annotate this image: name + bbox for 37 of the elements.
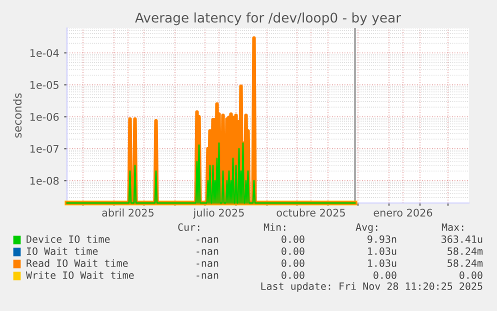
text: 0.00 xyxy=(282,247,304,255)
x-tick-label: abril 2025 xyxy=(102,208,154,217)
chart-title: Average latency for /dev/loop0 - by year xyxy=(135,12,402,26)
text: 1.03u xyxy=(368,247,396,255)
y-tick-label: 1e-05 xyxy=(30,81,58,89)
text: 1.03u xyxy=(368,259,396,267)
y-axis-title: seconds xyxy=(13,93,22,138)
text: Last update: Fri Nov 28 11:20:25 2025 xyxy=(261,282,482,292)
text: 0.00 xyxy=(374,271,396,279)
text: -nan xyxy=(196,261,218,267)
text: 0.00 xyxy=(282,235,304,243)
text: Cur: xyxy=(178,223,200,231)
text: -nan xyxy=(196,273,218,279)
y-tick-label: 1e-08 xyxy=(30,176,59,185)
text: 363.41u xyxy=(442,235,482,243)
y-tick-label: 1e-07 xyxy=(30,144,58,153)
text: 9.93n xyxy=(368,235,396,243)
text: -nan xyxy=(196,237,218,243)
text: 58.24m xyxy=(448,247,483,255)
line-series xyxy=(66,142,356,204)
legend-label: Write IO Wait time xyxy=(26,271,134,279)
x-tick-label: julio 2025 xyxy=(193,208,244,219)
y-tick-label: 1e-04 xyxy=(30,49,59,57)
text: Min: xyxy=(264,223,286,231)
text: -nan xyxy=(196,249,218,255)
text: 58.24m xyxy=(448,259,483,267)
text: Max: xyxy=(442,223,464,231)
text: Avg: xyxy=(356,223,378,233)
legend-label: IO Wait time xyxy=(26,247,98,255)
y-tick-label: 1e-06 xyxy=(30,112,59,121)
x-tick-label: octubre 2025 xyxy=(276,208,345,217)
text: 0.00 xyxy=(282,271,304,279)
text: 0.00 xyxy=(460,271,482,279)
legend-label: Read IO Wait time xyxy=(26,259,128,267)
x-tick-label: enero 2026 xyxy=(374,208,432,217)
text: 0.00 xyxy=(282,259,304,267)
legend-label: Device IO time xyxy=(26,235,110,243)
